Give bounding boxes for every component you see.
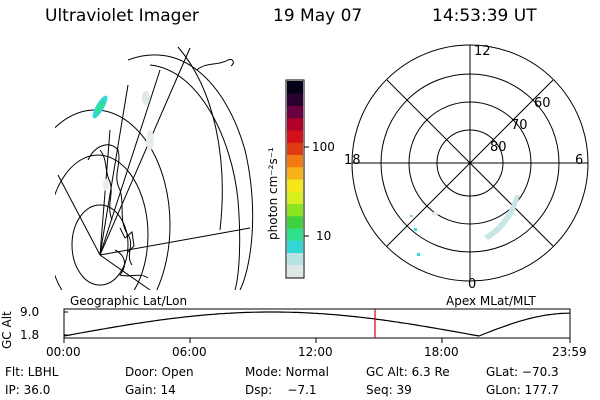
timeline-y-label: GC Alt xyxy=(0,311,14,349)
mlt-label-18: 18 xyxy=(344,153,361,168)
map-latitude-circle xyxy=(55,154,149,290)
colorbar-tick-100: 100 xyxy=(312,140,335,154)
polar-aurora-emission xyxy=(410,195,520,256)
map-aurora-emission xyxy=(92,91,154,191)
altitude-timeline xyxy=(63,308,571,343)
colorbar-cell xyxy=(287,154,303,168)
mlt-label-6: 6 xyxy=(575,153,584,168)
colorbar-unit-label: photon cm⁻²s⁻¹ xyxy=(266,147,280,240)
info-glat: GLat: −70.3 xyxy=(486,365,559,379)
timeline-x-tick: 12:00 xyxy=(298,345,333,359)
coastline xyxy=(114,249,149,279)
colorbar-cell xyxy=(287,117,303,131)
colorbar-cell xyxy=(287,130,303,143)
colorbar-cell xyxy=(287,215,303,229)
colorbar-cell xyxy=(287,93,303,106)
info-seq: Seq: 39 xyxy=(366,383,412,397)
colorbar-cell xyxy=(287,142,303,155)
timeline-y-tick-top: 9.0 xyxy=(20,305,40,319)
coastline xyxy=(87,144,133,266)
info-gain: Gain: 14 xyxy=(125,383,176,397)
timeline-x-tick: 23:59 xyxy=(552,345,587,359)
date-label: 19 May 07 xyxy=(273,6,363,26)
colorbar-cell xyxy=(287,81,303,94)
coastline xyxy=(99,149,113,221)
timeline-x-tick: 06:00 xyxy=(172,345,207,359)
timeline-x-tick: 18:00 xyxy=(424,345,459,359)
time-label: 14:53:39 UT xyxy=(432,6,537,26)
colorbar-cell xyxy=(287,264,303,278)
coastline xyxy=(196,59,234,71)
coastline xyxy=(119,227,135,253)
colorbar-tick-10: 10 xyxy=(316,229,332,243)
info-mode: Mode: Normal xyxy=(245,365,329,379)
polar-plot xyxy=(351,44,589,282)
map-limb-arc xyxy=(127,54,254,290)
map-meridian xyxy=(99,69,161,256)
map-meridian xyxy=(99,254,151,290)
map-meridian xyxy=(99,47,191,256)
colorbar-cell xyxy=(287,191,303,204)
info-ip: IP: 36.0 xyxy=(5,383,51,397)
colorbar-cell xyxy=(287,240,303,253)
geographic-label: Geographic Lat/Lon xyxy=(70,294,188,308)
map-grid-line xyxy=(177,46,223,231)
mlt-label-12: 12 xyxy=(474,44,491,59)
map-meridian xyxy=(99,129,111,256)
polar-diagonal-line xyxy=(386,79,554,247)
colorbar-cell xyxy=(287,179,303,192)
instrument-title: Ultraviolet Imager xyxy=(45,6,199,26)
mlat-label-60: 60 xyxy=(534,96,551,111)
colorbar-cell xyxy=(287,203,303,217)
map-meridian xyxy=(99,227,251,256)
info-flt: Flt: LBHL xyxy=(5,365,59,379)
mlat-label-70: 70 xyxy=(511,118,528,133)
map-meridian xyxy=(99,84,129,256)
mlat-label-80: 80 xyxy=(490,140,507,155)
timeline-y-tick-bottom: 1.8 xyxy=(20,328,40,342)
colorbar-cell xyxy=(287,228,303,241)
map-latitude-circle xyxy=(71,204,129,286)
colorbar-cell xyxy=(287,105,303,119)
timeline-x-tick: 00:00 xyxy=(46,345,81,359)
map-grid-line xyxy=(149,64,241,290)
colorbar-cell xyxy=(287,166,303,180)
colorbar-cell xyxy=(287,252,303,266)
timeline-frame xyxy=(63,308,571,339)
info-dsp: Dsp: −7.1 xyxy=(245,383,317,397)
apex-label: Apex MLat/MLT xyxy=(446,294,536,308)
info-gc-alt: GC Alt: 6.3 Re xyxy=(366,365,450,379)
info-glon: GLon: 177.7 xyxy=(486,383,559,397)
info-door: Door: Open xyxy=(125,365,194,379)
altitude-curve xyxy=(63,311,570,337)
mlt-label-0: 0 xyxy=(468,277,477,292)
map-meridian xyxy=(57,174,101,256)
color-bar xyxy=(285,79,309,279)
